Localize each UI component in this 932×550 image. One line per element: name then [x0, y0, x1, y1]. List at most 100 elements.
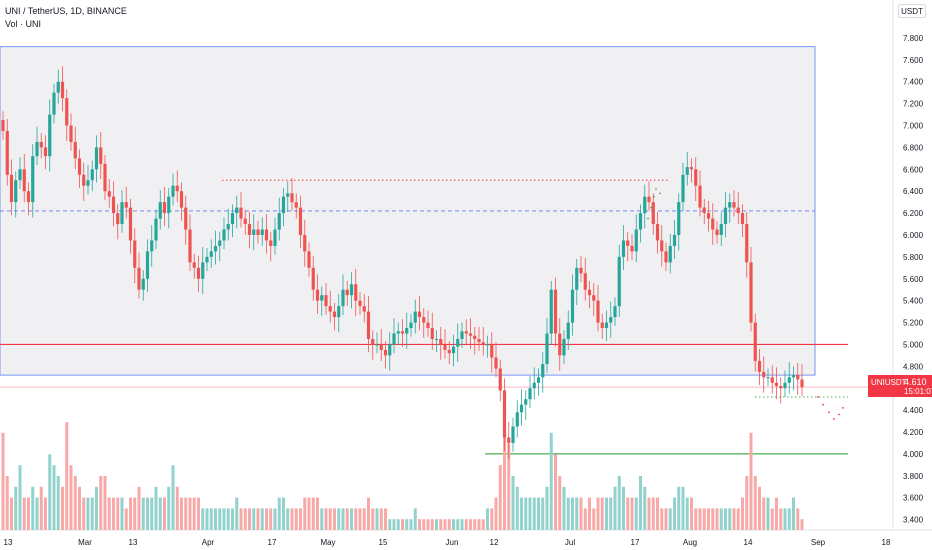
volume-bar [294, 508, 298, 530]
projection-dot [650, 206, 652, 209]
candle-body [434, 338, 439, 340]
volume-bar [630, 497, 634, 530]
candle-body [651, 202, 655, 225]
candle-body [366, 311, 371, 339]
projection-dot [653, 195, 655, 198]
candle-body [133, 240, 137, 268]
volume-bar [464, 519, 468, 530]
candle-body [507, 437, 511, 443]
candle-body [264, 229, 269, 241]
candle-body [740, 213, 745, 225]
candle-body [141, 278, 145, 290]
candle-body [757, 360, 762, 372]
candle-body [621, 240, 626, 257]
candle-body [345, 289, 349, 296]
candle-body [65, 98, 69, 126]
y-tick-label: 6.400 [903, 187, 924, 196]
candle-body [422, 317, 426, 323]
volume-bar [316, 497, 319, 530]
volume-bar [405, 519, 409, 530]
volume-bar [307, 497, 311, 530]
volume-bar [333, 508, 336, 530]
volume-bar [163, 497, 166, 530]
candle-body [430, 328, 434, 339]
volume-bar [558, 476, 562, 530]
volume-bar [256, 508, 260, 530]
candle-body [362, 306, 366, 312]
candle-body [566, 322, 570, 339]
x-tick-label: Mar [78, 538, 92, 547]
volume-bar [724, 508, 727, 530]
volume-bar [5, 476, 9, 530]
candle-body [745, 224, 749, 263]
volume-bar [668, 508, 672, 530]
volume-bar [796, 508, 800, 530]
volume-bar [209, 508, 213, 530]
candle-body [273, 229, 277, 246]
candle-body [222, 229, 226, 241]
candle-body [413, 311, 417, 323]
candle-body [205, 256, 209, 263]
volume-bar [141, 497, 145, 530]
volume-bar [282, 497, 285, 530]
y-tick-label: 5.000 [903, 340, 924, 349]
volume-bar [528, 497, 532, 530]
volume-bar [78, 486, 81, 530]
candle-body [698, 185, 702, 208]
volume-bar [443, 519, 447, 530]
volume-bar [651, 497, 655, 530]
y-tick-label: 5.600 [903, 275, 924, 284]
candle-body [498, 368, 502, 391]
candle-body [439, 338, 443, 345]
projection-dot [828, 411, 830, 414]
candle-body [43, 147, 48, 157]
candle-body [56, 81, 60, 93]
y-tick-label: 6.800 [903, 143, 924, 152]
volume-bar [311, 497, 315, 530]
candle-body [298, 207, 303, 235]
volume-bar [112, 497, 115, 530]
candle-body [226, 224, 230, 230]
candle-body [209, 251, 213, 257]
x-tick-label: Jul [565, 538, 575, 547]
volume-bar [694, 508, 698, 530]
candle-body [456, 338, 460, 347]
projection-dot [655, 188, 657, 190]
volume-bar [192, 497, 196, 530]
candle-body [90, 169, 94, 181]
candle-body [201, 262, 205, 279]
currency-button[interactable]: USDT [898, 4, 926, 18]
volume-bar [503, 422, 506, 530]
volume-bar [22, 497, 26, 530]
volume-bar [39, 486, 43, 530]
candle-body [392, 333, 396, 345]
candle-body [626, 240, 630, 246]
candle-body [473, 335, 477, 339]
candle-body [477, 338, 481, 343]
candle-body [575, 267, 579, 290]
volume-bar [702, 508, 706, 530]
volume-bar [277, 497, 281, 530]
candle-body [332, 311, 337, 318]
candle-body [447, 349, 451, 354]
volume-bar [783, 508, 787, 530]
candle-body [5, 130, 9, 175]
candle-body [660, 240, 664, 252]
candle-body [592, 295, 596, 301]
candle-body [519, 404, 524, 413]
candle-body [753, 322, 757, 361]
candle-body [664, 251, 668, 263]
candle-body [277, 213, 281, 230]
volume-bar [180, 497, 183, 530]
volume-bar [715, 508, 719, 530]
y-tick-label: 5.200 [903, 319, 924, 328]
y-tick-label: 3.400 [903, 516, 924, 525]
volume-bar [481, 519, 485, 530]
volume-bar [116, 497, 120, 530]
volume-bar [154, 486, 158, 530]
candle-body [451, 346, 456, 354]
candle-body [630, 245, 634, 252]
volume-bar [388, 519, 392, 530]
candle-body [396, 331, 400, 334]
